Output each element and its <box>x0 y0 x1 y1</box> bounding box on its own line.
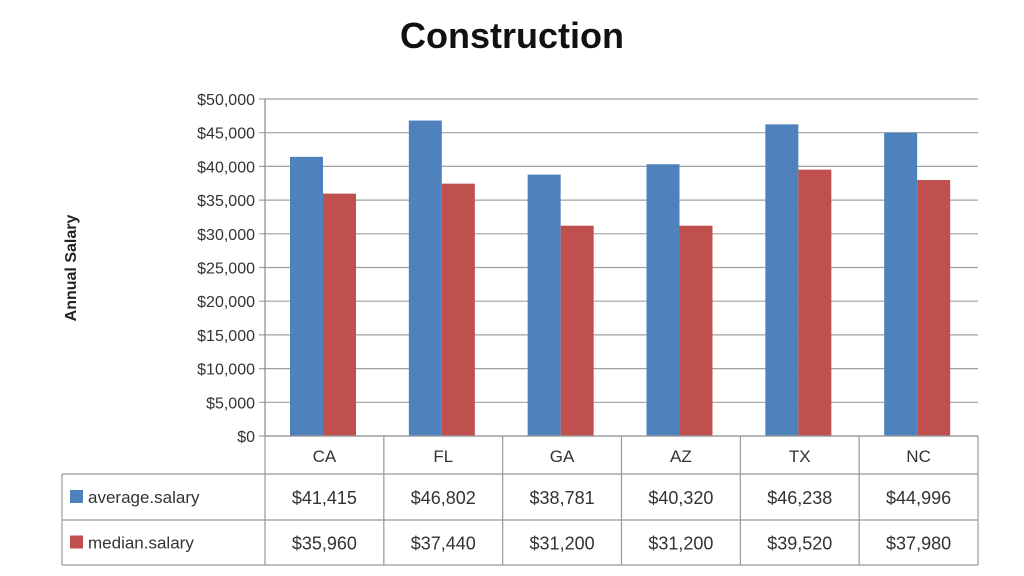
data-table-value: $41,415 <box>292 488 357 508</box>
data-table-value: $35,960 <box>292 534 357 554</box>
data-table-value: $39,520 <box>767 534 832 554</box>
x-tick-label: FL <box>433 447 453 466</box>
data-table-value: $31,200 <box>648 534 713 554</box>
x-tick-label: CA <box>313 447 337 466</box>
y-tick-label: $5,000 <box>206 395 255 412</box>
data-table-value: $37,440 <box>411 534 476 554</box>
y-tick-label: $20,000 <box>197 294 255 311</box>
y-tick-label: $40,000 <box>197 159 255 176</box>
bar-median-salary-AZ <box>679 225 713 436</box>
y-axis-label: Annual Salary <box>63 215 80 322</box>
data-table-value: $46,238 <box>767 488 832 508</box>
data-table: CA FL GA AZ TX NC average.salary $41,415 $46,802… <box>61 435 979 566</box>
y-tick-label: $25,000 <box>197 261 255 278</box>
data-table-value: $31,200 <box>530 534 595 554</box>
bar-average-salary-TX <box>765 124 799 436</box>
y-tick-label: $15,000 <box>197 328 255 345</box>
y-tick-label: $0 <box>237 429 255 446</box>
legend-label: median.salary <box>88 534 194 553</box>
bar-median-salary-NC <box>917 180 951 436</box>
bar-average-salary-CA <box>290 156 323 436</box>
x-tick-label: TX <box>789 447 811 466</box>
y-tick-label: $35,000 <box>197 193 255 210</box>
y-axis-ticks: $0 $5,000 $10,000 $15,000 $20,000 $25,000 $30,… <box>197 92 255 446</box>
gridlines <box>259 98 978 437</box>
y-tick-label: $45,000 <box>197 126 255 143</box>
y-tick-label: $50,000 <box>197 92 255 109</box>
legend-label: average.salary <box>88 488 200 507</box>
legend-swatch <box>70 535 83 549</box>
data-table-value: $37,980 <box>886 534 951 554</box>
data-table-value: $38,781 <box>530 488 595 508</box>
x-tick-label: GA <box>550 447 575 466</box>
bar-average-salary-GA <box>527 174 561 436</box>
legend-swatch <box>70 490 83 503</box>
bar-median-salary-GA <box>560 225 594 436</box>
bar-median-salary-FL <box>441 183 475 436</box>
bar-average-salary-NC <box>884 132 918 436</box>
data-table-value: $46,802 <box>411 488 476 508</box>
y-tick-label: $10,000 <box>197 362 255 379</box>
x-tick-label: NC <box>906 447 931 466</box>
bar-average-salary-FL <box>408 120 442 437</box>
bars <box>290 120 951 437</box>
chart-title: Construction <box>400 15 624 56</box>
bar-median-salary-CA <box>323 193 356 436</box>
y-tick-label: $30,000 <box>197 227 255 244</box>
data-table-value: $44,996 <box>886 488 951 508</box>
data-table-value: $40,320 <box>648 488 713 508</box>
bar-average-salary-AZ <box>646 164 680 436</box>
bar-median-salary-TX <box>798 169 832 436</box>
x-tick-label: AZ <box>670 447 692 466</box>
